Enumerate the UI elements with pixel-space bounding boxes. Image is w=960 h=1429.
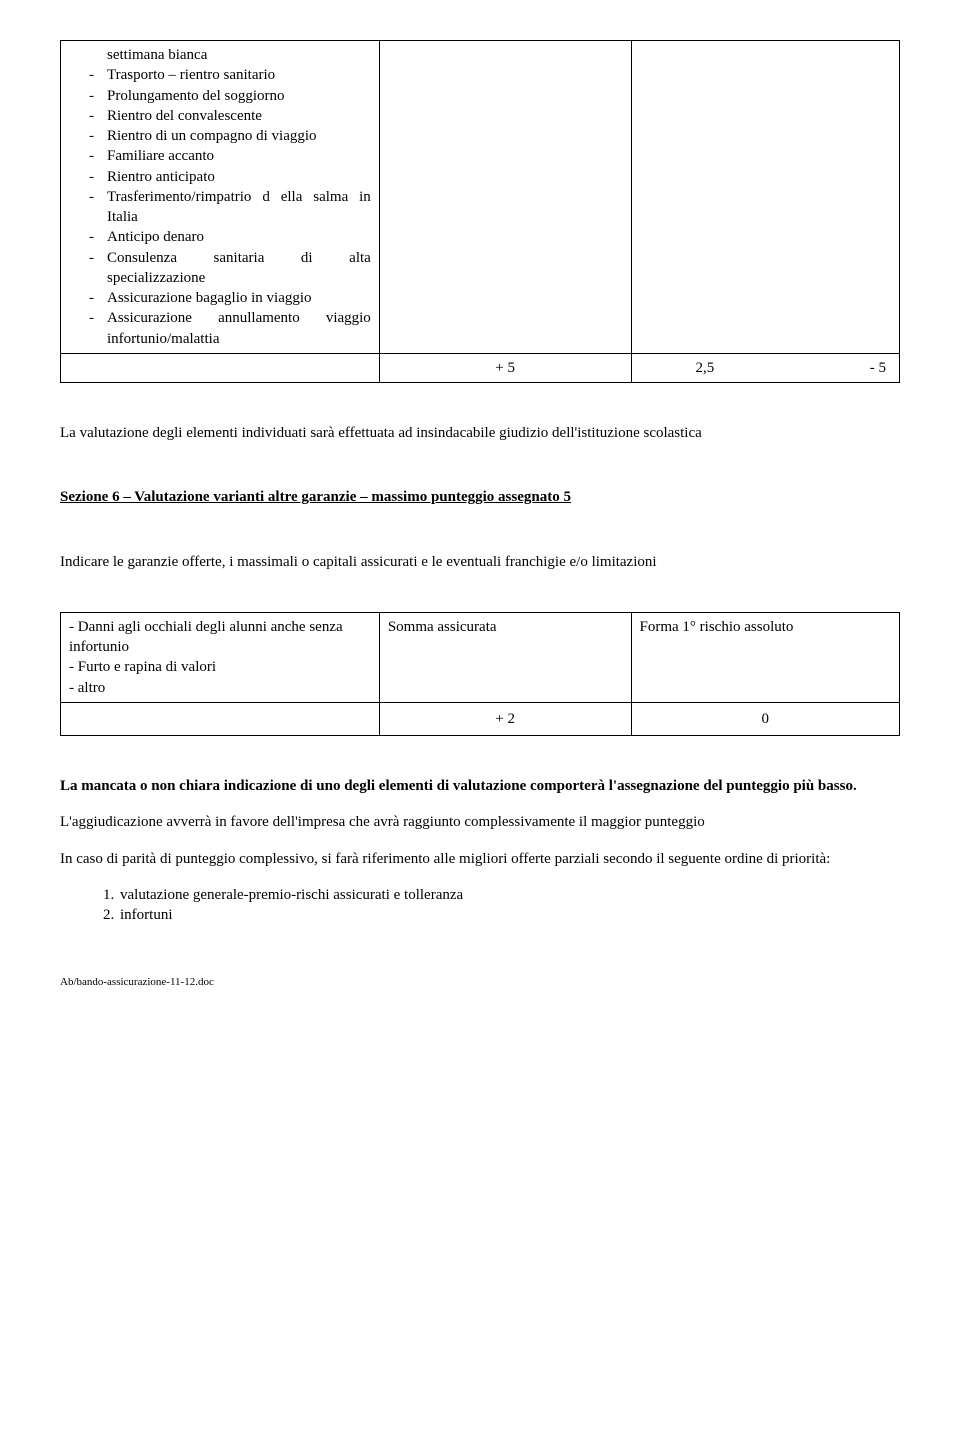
t2-score-a (61, 702, 380, 735)
paragraph-1: La mancata o non chiara indicazione di u… (60, 776, 900, 796)
t1-item: Rientro di un compagno di viaggio (95, 126, 371, 146)
t1-item: Rientro anticipato (95, 167, 371, 187)
t1-item: Anticipo denaro (95, 227, 371, 247)
indicate-text: Indicare le garanzie offerte, i massimal… (60, 552, 900, 572)
t1-item: Rientro del convalescente (95, 106, 371, 126)
t1-items-cell: settimana bianca Trasporto – rientro san… (61, 41, 380, 354)
t2-col-c: Forma 1° rischio assoluto (631, 612, 900, 702)
t1-item: Trasporto – rientro sanitario (95, 65, 371, 85)
t1-score-c-wrap: 2,5- 5 (631, 353, 900, 382)
scoring-table-1: settimana bianca Trasporto – rientro san… (60, 40, 900, 383)
t2-items-cell: - Danni agli occhiali degli alunni anche… (61, 612, 380, 702)
priority-list: valutazione generale-premio-rischi assic… (60, 885, 900, 926)
t1-item: Trasferimento/rimpatrio d ella salma in … (95, 187, 371, 228)
t1-item: Familiare accanto (95, 146, 371, 166)
footer-filename: Ab/bando-assicurazione-11-12.doc (60, 975, 900, 990)
t2-line: - Danni agli occhiali degli alunni anche… (69, 617, 371, 658)
t1-item: Assicurazione bagaglio in viaggio (95, 288, 371, 308)
section-6-heading: Sezione 6 – Valutazione varianti altre g… (60, 487, 900, 507)
priority-item: infortuni (118, 905, 900, 925)
t2-line: - altro (69, 678, 371, 698)
evaluation-note: La valutazione degli elementi individuat… (60, 423, 900, 443)
t1-item-list: Trasporto – rientro sanitario Prolungame… (69, 65, 371, 349)
t1-item: Assicurazione annullamento viaggio infor… (95, 308, 371, 349)
t1-empty-b (379, 41, 631, 354)
t1-score-right: - 5 (765, 358, 886, 378)
t1-item: Consulenza sanitaria di alta specializza… (95, 248, 371, 289)
t1-score-a (61, 353, 380, 382)
paragraph-3: In caso di parità di punteggio complessi… (60, 849, 900, 869)
t1-score-b: + 5 (379, 353, 631, 382)
t1-item: Prolungamento del soggiorno (95, 86, 371, 106)
t2-col-b: Somma assicurata (379, 612, 631, 702)
t2-line: - Furto e rapina di valori (69, 657, 371, 677)
priority-item: valutazione generale-premio-rischi assic… (118, 885, 900, 905)
t2-score-c: 0 (631, 702, 900, 735)
t1-score-mid: 2,5 (645, 358, 766, 378)
t1-first-line: settimana bianca (69, 45, 371, 65)
t2-score-b: + 2 (379, 702, 631, 735)
scoring-table-2: - Danni agli occhiali degli alunni anche… (60, 612, 900, 736)
paragraph-2: L'aggiudicazione avverrà in favore dell'… (60, 812, 900, 832)
t1-empty-c (631, 41, 900, 354)
